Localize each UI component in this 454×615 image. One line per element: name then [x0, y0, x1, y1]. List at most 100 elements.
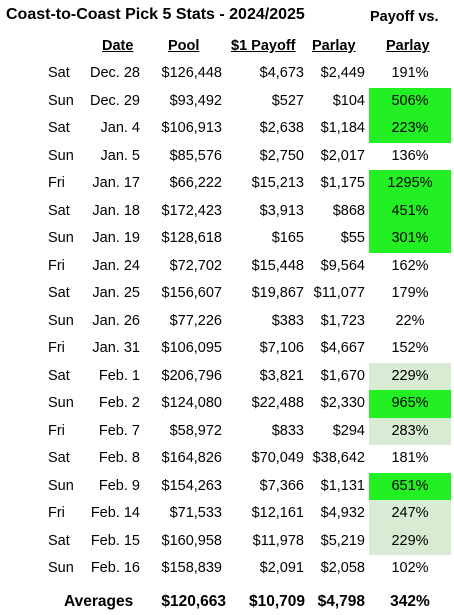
- table-row: Sun Jan. 19 $128,618 $165 $55 301%: [0, 225, 454, 253]
- date-cell: Feb. 16: [90, 560, 140, 576]
- payoff-cell: $15,448: [251, 257, 304, 274]
- day-cell: Sat: [48, 285, 70, 301]
- table-row: Sat Jan. 18 $172,423 $3,913 $868 451%: [0, 197, 454, 225]
- payoff-vs-parlay-cell: 651%: [369, 472, 451, 500]
- date-cell: Jan. 4: [100, 120, 141, 136]
- table-row: Sun Jan. 26 $77,226 $383 $1,723 22%: [0, 308, 454, 336]
- day-cell: Fri: [48, 422, 65, 439]
- date-cell: Jan. 31: [92, 340, 140, 356]
- averages-parlay: $4,798: [317, 593, 365, 610]
- table-row: Fri Jan. 17 $66,222 $15,213 $1,175 1295%: [0, 170, 454, 198]
- pool-cell: $160,958: [161, 532, 222, 549]
- payoff-cell: $7,366: [259, 477, 304, 494]
- stats-table: Sat Dec. 28 $126,448 $4,673 $2,449 191% Sun Dec…: [0, 60, 454, 583]
- day-cell: Sun: [48, 395, 74, 411]
- parlay-cell: $294: [332, 422, 365, 439]
- page-title: Coast-to-Coast Pick 5 Stats - 2024/2025: [6, 6, 305, 23]
- parlay-cell: $1,670: [320, 367, 365, 384]
- payoff-cell: $70,049: [251, 450, 304, 466]
- date-cell: Dec. 29: [90, 92, 140, 109]
- parlay-cell: $1,131: [320, 477, 365, 494]
- date-cell: Feb. 2: [98, 395, 140, 411]
- date-cell: Feb. 7: [98, 422, 140, 439]
- pool-cell: $66,222: [169, 175, 222, 191]
- day-cell: Sat: [48, 65, 70, 81]
- payoff-vs-parlay-cell: 301%: [369, 225, 451, 253]
- parlay-cell: $38,642: [312, 450, 365, 466]
- pool-cell: $71,533: [169, 505, 222, 521]
- day-cell: Sun: [48, 477, 74, 494]
- pool-cell: $106,095: [161, 340, 222, 356]
- header-payoff-vs-parlay: Parlay: [386, 38, 430, 54]
- table-row: Fri Jan. 24 $72,702 $15,448 $9,564 162%: [0, 253, 454, 281]
- parlay-cell: $4,932: [320, 505, 365, 521]
- pool-cell: $154,263: [161, 477, 222, 494]
- day-cell: Sun: [48, 147, 74, 164]
- payoff-vs-parlay-cell: 451%: [369, 197, 451, 225]
- payoff-cell: $3,913: [259, 202, 304, 219]
- payoff-cell: $4,673: [259, 65, 304, 81]
- table-row: Sun Jan. 5 $85,576 $2,750 $2,017 136%: [0, 143, 454, 171]
- parlay-cell: $1,175: [320, 175, 365, 191]
- payoff-cell: $833: [271, 422, 304, 439]
- payoff-vs-parlay-cell: 102%: [391, 560, 429, 576]
- date-cell: Jan. 5: [100, 147, 141, 164]
- parlay-cell: $11,077: [313, 285, 365, 301]
- payoff-vs-parlay-cell: 229%: [369, 527, 451, 555]
- payoff-vs-parlay-cell: 965%: [369, 390, 451, 418]
- parlay-cell: $104: [332, 92, 365, 109]
- payoff-vs-parlay-cell: 136%: [391, 147, 429, 164]
- day-cell: Sat: [48, 202, 70, 219]
- payoff-vs-parlay-cell: 283%: [369, 417, 451, 445]
- payoff-cell: $2,091: [259, 560, 304, 576]
- date-cell: Feb. 14: [90, 505, 140, 521]
- table-row: Sun Feb. 2 $124,080 $22,488 $2,330 965%: [0, 390, 454, 418]
- payoff-cell: $527: [271, 92, 304, 109]
- header-date: Date: [102, 38, 134, 54]
- pool-cell: $126,448: [161, 65, 222, 81]
- pool-cell: $164,826: [161, 450, 222, 466]
- pool-cell: $93,492: [169, 92, 222, 109]
- payoff-vs-parlay-cell: 162%: [391, 257, 429, 274]
- date-cell: Feb. 1: [98, 367, 140, 384]
- payoff-cell: $15,213: [251, 175, 304, 191]
- parlay-cell: $1,723: [320, 312, 365, 329]
- table-row: Sat Feb. 1 $206,796 $3,821 $1,670 229%: [0, 362, 454, 390]
- table-row: Sun Feb. 16 $158,839 $2,091 $2,058 102%: [0, 555, 454, 583]
- header-payoff-vs: Payoff vs.: [370, 9, 439, 25]
- pool-cell: $156,607: [161, 285, 222, 301]
- table-row: Sat Dec. 28 $126,448 $4,673 $2,449 191%: [0, 60, 454, 88]
- payoff-cell: $383: [271, 312, 304, 329]
- day-cell: Sun: [48, 92, 74, 109]
- payoff-vs-parlay-cell: 506%: [369, 87, 451, 115]
- date-cell: Dec. 28: [90, 65, 140, 81]
- table-row: Sat Jan. 25 $156,607 $19,867 $11,077 179%: [0, 280, 454, 308]
- payoff-vs-parlay-cell: 229%: [369, 362, 451, 390]
- date-cell: Feb. 9: [98, 477, 140, 494]
- day-cell: Fri: [48, 505, 65, 521]
- day-cell: Sun: [48, 560, 74, 576]
- parlay-cell: $55: [340, 230, 365, 246]
- pool-cell: $85,576: [169, 147, 222, 164]
- payoff-vs-parlay-cell: 181%: [391, 450, 429, 466]
- header-payoff: $1 Payoff: [231, 38, 296, 54]
- date-cell: Jan. 19: [92, 230, 140, 246]
- pool-cell: $77,226: [169, 312, 222, 329]
- averages-label: Averages: [64, 593, 134, 610]
- pool-cell: $124,080: [161, 395, 222, 411]
- payoff-cell: $165: [271, 230, 304, 246]
- payoff-cell: $22,488: [251, 395, 304, 411]
- parlay-cell: $2,449: [320, 65, 365, 81]
- averages-payoff: $10,709: [248, 593, 305, 610]
- payoff-cell: $2,638: [259, 120, 304, 136]
- day-cell: Sun: [48, 312, 74, 329]
- date-cell: Jan. 26: [92, 312, 140, 329]
- payoff-cell: $19,867: [251, 285, 304, 301]
- averages-pool: $120,663: [161, 593, 226, 610]
- table-row: Sat Feb. 15 $160,958 $11,978 $5,219 229%: [0, 527, 454, 555]
- parlay-cell: $868: [332, 202, 365, 219]
- date-cell: Feb. 15: [90, 532, 140, 549]
- parlay-cell: $5,219: [320, 532, 365, 549]
- payoff-vs-parlay-cell: 223%: [369, 115, 451, 143]
- day-cell: Fri: [48, 257, 65, 274]
